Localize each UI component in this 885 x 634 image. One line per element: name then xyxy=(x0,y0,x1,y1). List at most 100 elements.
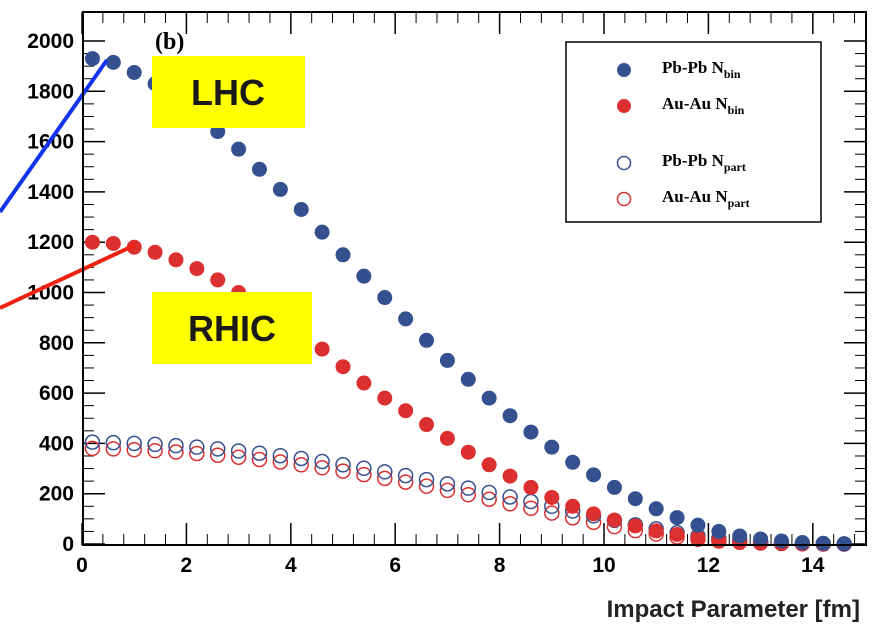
data-point-pb-pb-n-bin xyxy=(356,268,372,284)
data-point-pb-pb-n-part xyxy=(251,445,268,461)
x-axis-label: Impact Parameter [fm] xyxy=(607,596,860,623)
data-point-pb-pb-n-bin xyxy=(690,517,706,533)
legend-marker-pbpb-npart xyxy=(616,155,632,171)
data-point-pb-pb-n-bin xyxy=(773,533,789,549)
data-point-pb-pb-n-bin xyxy=(836,536,852,552)
data-point-au-au-n-part xyxy=(544,505,560,521)
data-point-au-au-n-bin xyxy=(565,498,581,514)
data-point-au-au-n-part xyxy=(147,442,163,459)
data-point-pb-pb-n-bin xyxy=(231,141,247,157)
data-point-au-au-n-part xyxy=(189,445,205,462)
data-point-pb-pb-n-part xyxy=(189,439,205,455)
data-point-pb-pb-n-part xyxy=(293,450,309,467)
legend: Pb-Pb Nbin Au-Au Nbin Pb-Pb Npart Au-Au … xyxy=(565,41,822,223)
data-point-pb-pb-n-bin xyxy=(314,224,330,240)
data-point-au-au-n-bin xyxy=(690,530,706,546)
data-point-au-au-n-bin xyxy=(356,375,372,391)
x-tick-label: 8 xyxy=(494,554,506,577)
data-point-pb-pb-n-bin xyxy=(732,528,748,544)
data-point-pb-pb-n-part xyxy=(481,484,497,501)
legend-box xyxy=(565,41,822,223)
y-tick-label: 1400 xyxy=(27,181,74,204)
y-tick-label: 600 xyxy=(39,382,74,405)
data-point-pb-pb-n-bin xyxy=(586,467,602,483)
legend-marker-auau-nbin xyxy=(617,99,631,113)
data-point-au-au-n-part xyxy=(460,486,477,503)
data-point-au-au-n-bin xyxy=(105,235,121,251)
data-point-pb-pb-n-bin xyxy=(335,247,351,263)
data-point-au-au-n-bin xyxy=(669,526,685,542)
y-tick-label: 1200 xyxy=(27,231,74,254)
data-point-pb-pb-n-part xyxy=(397,467,414,484)
panel-label: (b) xyxy=(155,29,184,55)
data-point-pb-pb-n-bin xyxy=(523,424,539,440)
plot-frame xyxy=(82,11,867,546)
data-point-pb-pb-n-bin xyxy=(439,352,455,368)
data-point-pb-pb-n-bin xyxy=(648,501,664,517)
data-point-au-au-n-part xyxy=(439,482,456,499)
data-point-pb-pb-n-part xyxy=(230,443,247,459)
data-point-au-au-n-bin xyxy=(147,244,163,260)
data-point-au-au-n-bin xyxy=(460,444,476,460)
y-tick-label: 1800 xyxy=(27,80,74,103)
data-point-au-au-n-bin xyxy=(84,234,100,250)
data-point-au-au-n-part xyxy=(397,474,414,490)
data-point-au-au-n-bin xyxy=(314,341,330,357)
data-point-pb-pb-n-part xyxy=(126,435,142,452)
data-point-pb-pb-n-bin xyxy=(565,454,581,470)
x-tick-label: 10 xyxy=(592,554,615,577)
data-point-au-au-n-part xyxy=(523,500,539,517)
data-point-pb-pb-n-part xyxy=(168,437,184,454)
data-point-au-au-n-part xyxy=(272,454,289,470)
data-point-pb-pb-n-bin xyxy=(460,371,476,387)
rhic-connector-line xyxy=(0,243,136,310)
data-point-au-au-n-bin xyxy=(648,523,664,539)
legend-entry-auau-nbin: Au-Au Nbin xyxy=(662,94,745,117)
lhc-label-box xyxy=(152,56,305,128)
data-point-pb-pb-n-bin xyxy=(377,290,393,306)
data-point-au-au-n-part xyxy=(209,447,226,463)
lhc-connector-line xyxy=(0,58,109,214)
data-point-pb-pb-n-part xyxy=(105,434,122,451)
y-tick-label: 2000 xyxy=(27,30,74,53)
data-point-au-au-n-bin xyxy=(606,512,622,528)
data-point-pb-pb-n-bin xyxy=(398,311,414,327)
data-point-pb-pb-n-part xyxy=(460,480,477,496)
data-point-au-au-n-bin xyxy=(335,359,351,375)
data-point-au-au-n-part xyxy=(168,444,184,460)
x-tick-label: 14 xyxy=(801,554,825,577)
y-tick-label: 1000 xyxy=(27,282,74,305)
data-point-au-au-n-part xyxy=(105,441,122,457)
data-point-au-au-n-part xyxy=(377,470,393,487)
y-tick-label: 400 xyxy=(39,432,74,455)
data-point-pb-pb-n-part xyxy=(335,457,351,473)
data-point-pb-pb-n-bin xyxy=(815,535,831,551)
data-point-pb-pb-n-part xyxy=(377,464,393,480)
x-tick-label: 12 xyxy=(697,554,720,577)
data-point-pb-pb-n-bin xyxy=(251,161,267,177)
x-tick-label: 0 xyxy=(76,554,88,577)
data-point-pb-pb-n-bin xyxy=(669,510,685,526)
data-point-au-au-n-bin xyxy=(502,468,518,484)
y-tick-label: 200 xyxy=(39,483,74,506)
data-point-pb-pb-n-part xyxy=(147,436,163,453)
x-tick-label: 2 xyxy=(181,554,193,577)
data-point-pb-pb-n-bin xyxy=(105,54,121,70)
data-point-pb-pb-n-bin xyxy=(293,202,309,218)
data-point-pb-pb-n-bin xyxy=(606,479,622,495)
data-point-pb-pb-n-bin xyxy=(126,64,142,80)
legend-marker-auau-npart xyxy=(616,191,632,207)
data-point-pb-pb-n-part xyxy=(356,460,372,477)
data-point-pb-pb-n-bin xyxy=(481,390,497,406)
data-point-au-au-n-part xyxy=(314,460,330,476)
data-point-au-au-n-part xyxy=(356,466,372,483)
data-point-au-au-n-bin xyxy=(210,272,226,288)
data-point-au-au-n-part xyxy=(126,441,142,458)
data-point-pb-pb-n-bin xyxy=(419,332,435,348)
data-point-au-au-n-part xyxy=(230,449,247,465)
y-tick-label: 800 xyxy=(39,332,74,355)
data-point-au-au-n-bin xyxy=(523,479,539,495)
data-point-au-au-n-bin xyxy=(168,252,184,268)
rhic-label: RHIC xyxy=(188,308,276,349)
